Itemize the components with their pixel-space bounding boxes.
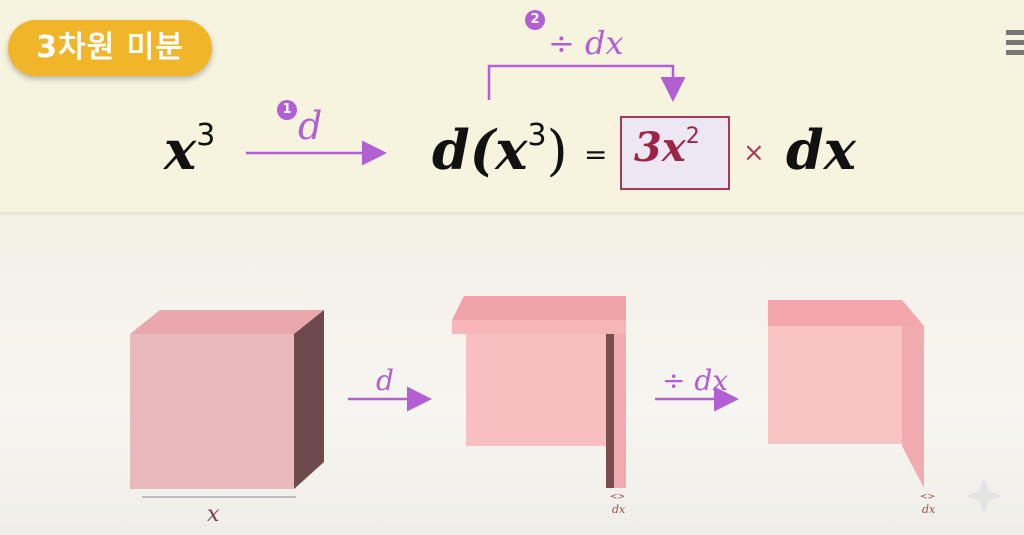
panel-divider: [0, 212, 1024, 216]
step2-label: ÷ dx: [548, 24, 624, 62]
shell-front: [466, 334, 606, 446]
unfolded-dx-label: dx: [922, 503, 936, 516]
answer-text: 3x2: [634, 124, 700, 171]
x-variable: x: [164, 118, 197, 182]
answer-3x: 3x: [634, 124, 686, 171]
cube-top: [130, 310, 324, 334]
title-badge: 3차원 미분: [8, 20, 212, 76]
cube-width-label: x: [207, 502, 220, 527]
shell-dx-label: dx: [612, 503, 626, 516]
dx-term: dx: [786, 118, 856, 182]
shell-slot: [606, 334, 614, 488]
cube-side: [294, 310, 324, 489]
step2-number-icon: 2: [525, 10, 545, 30]
step1-label: d: [298, 104, 323, 148]
cube-exponent: 3: [196, 118, 216, 153]
unfolded-front: [768, 326, 902, 444]
equals-sign: =: [584, 138, 608, 171]
answer-exponent: 2: [685, 124, 700, 149]
answer-box: [620, 116, 730, 190]
d-of-x-open: d(x: [432, 118, 528, 182]
diagram-label-div-dx: ÷ dx: [662, 364, 729, 397]
step1-number-icon: 1: [277, 100, 297, 120]
d-of-x-close: ): [546, 119, 568, 182]
unfolded-side: [902, 326, 924, 488]
menu-icon[interactable]: [1006, 30, 1024, 66]
d-of-x-exponent: 3: [527, 118, 547, 153]
diagram-label-d: d: [376, 364, 394, 397]
shell-top-front: [452, 320, 626, 334]
sparkle-icon: [966, 478, 1002, 514]
cube-front: [130, 334, 294, 489]
shell-side: [614, 334, 626, 488]
shell-dx-arrows: <>: [610, 492, 625, 502]
x-cubed: x3: [164, 118, 215, 182]
step2-bracket-arrow: [487, 64, 686, 102]
unfolded-dx-arrows: <>: [920, 492, 935, 502]
unfolded-top: [768, 300, 924, 326]
d-of-x-cubed: d(x3): [432, 118, 568, 182]
times-sign: ×: [743, 138, 765, 168]
shell-top: [452, 296, 626, 320]
